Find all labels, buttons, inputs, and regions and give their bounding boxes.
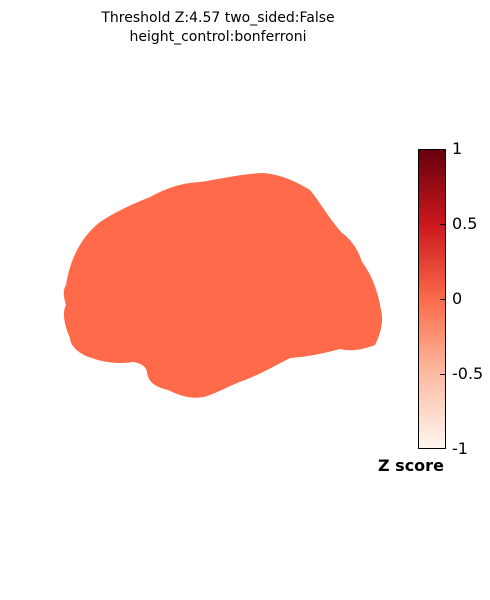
colorbar-label: Z score [378, 456, 444, 475]
figure-title: Threshold Z:4.57 two_sided:False height_… [0, 9, 436, 47]
colorbar-tick-mark [440, 448, 446, 449]
sagittal-brain-glass-view [63, 173, 383, 398]
colorbar-tick-label: 1 [452, 139, 463, 158]
colorbar-tick-label: 0 [452, 289, 463, 308]
colorbar-tick-mark [440, 149, 446, 150]
colorbar-tick-label: 0.5 [452, 214, 478, 233]
colorbar-tick-mark [440, 374, 446, 375]
colorbar-tick-mark [440, 224, 446, 225]
title-line-height-control: height_control:bonferroni [129, 29, 307, 45]
title-line-threshold: Threshold Z:4.57 two_sided:False [101, 10, 335, 26]
colorbar-tick-label: -1 [452, 439, 468, 458]
colorbar-tick-label: -0.5 [452, 364, 484, 383]
colorbar-tick-mark [440, 299, 446, 300]
